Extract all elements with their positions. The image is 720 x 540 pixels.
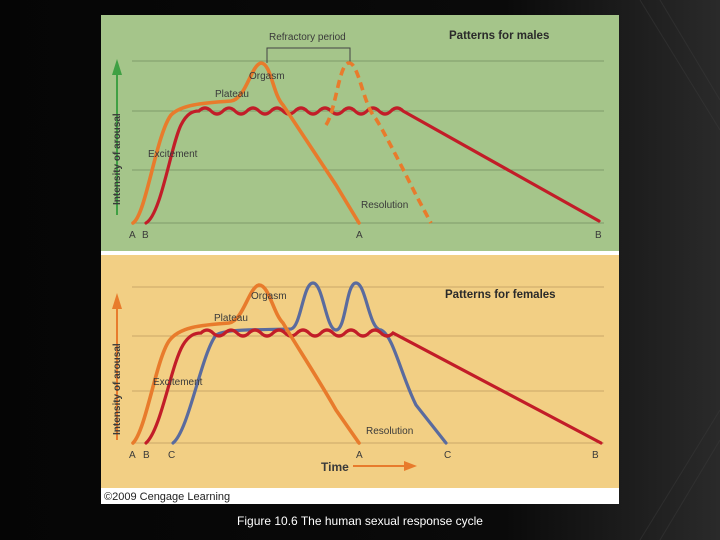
male-panel-title: Patterns for males [449,30,549,42]
female-panel: Intensity of arousal Patterns for female… [101,255,619,488]
male-second-orgasm-dashed-curve [324,61,433,224]
male-xtick-a2: A [356,230,363,241]
male-y-axis-arrowhead [112,59,122,75]
female-stage-resolution: Resolution [366,426,413,437]
female-panel-title: Patterns for females [445,289,556,301]
female-xtick-c1: C [168,450,175,461]
female-stage-excitement: Excitement [153,377,203,388]
female-pattern-a-orange-curve [131,283,361,445]
female-xtick-b2: B [592,450,599,461]
male-stage-excitement: Excitement [148,149,198,160]
male-xtick-b2: B [595,230,602,241]
female-xtick-a1: A [129,450,136,461]
response-cycle-figure: Intensity of arousal Refractory period P… [101,15,619,504]
figure-caption: Figure 10.6 The human sexual response cy… [237,514,483,528]
copyright-text: ©2009 Cengage Learning [104,491,230,503]
refractory-period-label: Refractory period [269,32,346,43]
male-xtick-a1: A [129,230,136,241]
female-xtick-b1: B [143,450,150,461]
female-pattern-b-red-curve [144,328,603,445]
female-xtick-c2: C [444,450,451,461]
male-stage-orgasm: Orgasm [249,71,285,82]
male-panel: Intensity of arousal Refractory period P… [101,15,619,251]
male-xtick-b1: B [142,230,149,241]
female-gridlines [132,286,604,444]
refractory-period-bracket [266,47,351,63]
credit-strip [101,488,619,504]
male-stage-resolution: Resolution [361,200,408,211]
female-y-axis-label: Intensity of arousal [112,343,123,435]
time-axis-label: Time [321,460,349,474]
male-stage-plateau: Plateau [215,89,249,100]
female-xtick-a2: A [356,450,363,461]
time-axis-arrowhead [404,461,417,471]
male-pattern-a-orange-curve [131,61,361,225]
female-y-axis-arrowhead [112,293,122,309]
figure-svg: Intensity of arousal Refractory period P… [101,15,619,504]
male-y-axis-label: Intensity of arousal [112,113,123,205]
male-panel-background [101,15,619,251]
female-stage-orgasm: Orgasm [251,291,287,302]
female-stage-plateau: Plateau [214,313,248,324]
female-panel-background [101,255,619,488]
